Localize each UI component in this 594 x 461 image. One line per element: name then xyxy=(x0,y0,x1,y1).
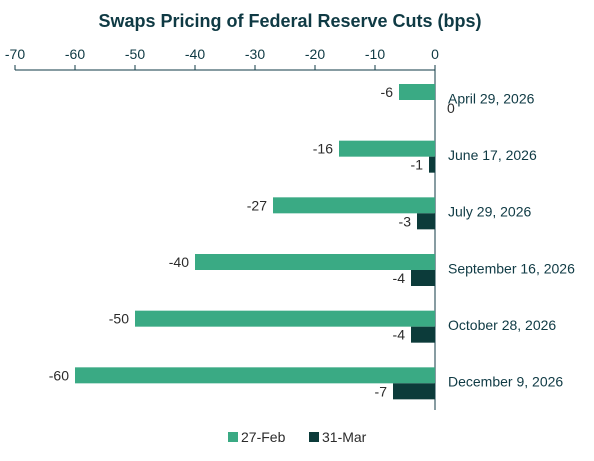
data-label: -1 xyxy=(411,157,424,173)
legend-label: 27-Feb xyxy=(241,429,286,445)
category-label: October 28, 2026 xyxy=(448,317,556,333)
category-label: July 29, 2026 xyxy=(448,204,531,220)
data-label: -4 xyxy=(393,327,406,343)
data-label: -50 xyxy=(109,311,129,327)
x-axis: -70 -60 -50 -40 -30 -20 -10 0 xyxy=(5,46,439,410)
legend-swatch xyxy=(228,432,238,442)
chart-title: Swaps Pricing of Federal Reserve Cuts (b… xyxy=(98,11,481,31)
bar-27-Feb xyxy=(399,84,435,100)
bar-27-Feb xyxy=(75,367,435,384)
x-tick-label: -20 xyxy=(305,46,325,62)
bar-27-Feb xyxy=(195,254,435,270)
bar-31-Mar xyxy=(393,383,435,400)
data-label: -40 xyxy=(169,254,189,270)
bar-31-Mar xyxy=(411,270,435,286)
x-tick-label: -10 xyxy=(365,46,385,62)
bar-27-Feb xyxy=(339,140,435,157)
category-label: April 29, 2026 xyxy=(448,90,535,106)
data-label: -4 xyxy=(393,270,406,286)
legend: 27-Feb 31-Mar xyxy=(228,429,367,445)
data-label: -27 xyxy=(247,197,267,213)
data-label: 0 xyxy=(447,100,455,116)
data-labels: -60-16-1-27-3-40-4-50-4-60-7 xyxy=(49,84,455,399)
category-labels: April 29, 2026 June 17, 2026 July 29, 2026… xyxy=(448,90,575,389)
bar-27-Feb xyxy=(135,310,435,327)
bars xyxy=(75,84,435,400)
x-tick-label: 0 xyxy=(431,46,439,62)
legend-swatch xyxy=(309,432,319,442)
x-tick-label: -50 xyxy=(125,46,145,62)
bar-31-Mar xyxy=(429,156,435,173)
category-label: September 16, 2026 xyxy=(448,260,575,276)
bar-27-Feb xyxy=(273,197,435,214)
x-tick-label: -40 xyxy=(185,46,205,62)
data-label: -6 xyxy=(381,84,394,100)
data-label: -60 xyxy=(49,367,69,383)
data-label: -7 xyxy=(375,383,388,399)
x-tick-label: -60 xyxy=(65,46,85,62)
legend-label: 31-Mar xyxy=(322,429,367,445)
data-label: -3 xyxy=(399,213,412,229)
category-label: December 9, 2026 xyxy=(448,374,563,390)
bar-31-Mar xyxy=(411,326,435,343)
data-label: -16 xyxy=(313,141,333,157)
x-tick-label: -70 xyxy=(5,46,25,62)
x-tick-label: -30 xyxy=(245,46,265,62)
bar-31-Mar xyxy=(417,213,435,230)
category-label: June 17, 2026 xyxy=(448,147,537,163)
